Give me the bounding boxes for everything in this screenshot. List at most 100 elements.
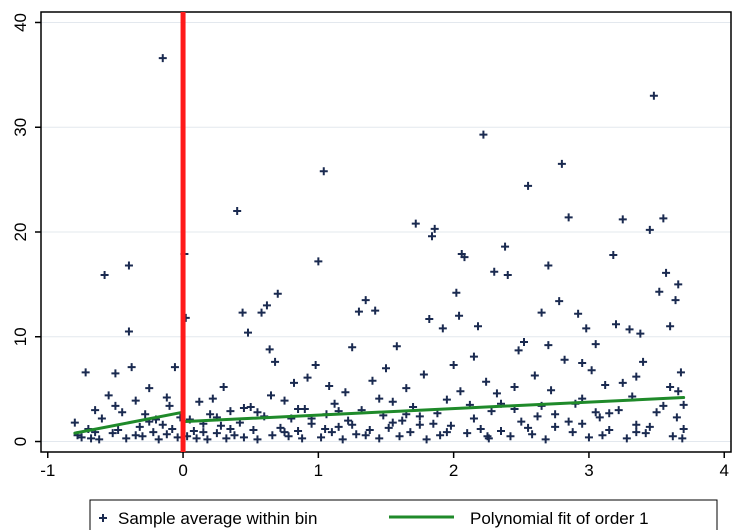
data-point [300, 405, 309, 414]
data-point [321, 424, 330, 433]
data-point [388, 418, 397, 427]
data-point [145, 384, 154, 393]
data-point [344, 416, 353, 425]
data-point [632, 428, 641, 437]
data-point [361, 431, 370, 440]
data-point [294, 405, 303, 414]
data-point [645, 225, 654, 234]
data-point [165, 401, 174, 410]
x-axis: -1 0 1 2 3 4 [40, 452, 729, 480]
data-point [415, 420, 424, 429]
data-point [425, 314, 434, 323]
data-point [253, 435, 262, 444]
data-point [118, 408, 127, 417]
data-point [265, 345, 274, 354]
data-point [239, 433, 248, 442]
data-point [517, 417, 526, 426]
data-point [100, 270, 109, 279]
data-point [280, 428, 289, 437]
data-point [584, 433, 593, 442]
data-point [487, 407, 496, 416]
data-point [158, 54, 167, 63]
data-point [506, 432, 515, 441]
data-point [649, 91, 658, 100]
data-point [226, 407, 235, 416]
data-point [430, 224, 439, 233]
data-point [271, 357, 280, 366]
data-point [411, 219, 420, 228]
data-point [203, 435, 212, 444]
data-point [371, 306, 380, 315]
data-point [330, 399, 339, 408]
data-point [560, 355, 569, 364]
data-point [551, 422, 560, 431]
data-point [81, 368, 90, 377]
data-point [429, 419, 438, 428]
data-point [352, 430, 361, 439]
data-point [238, 308, 247, 317]
data-point [280, 396, 289, 405]
data-point [568, 428, 577, 437]
data-point [388, 397, 397, 406]
data-point [674, 280, 683, 289]
data-point [679, 400, 688, 409]
y-tick-label: 10 [11, 327, 30, 346]
data-point [267, 391, 275, 400]
fit-line-segment [181, 396, 686, 424]
data-point [354, 307, 363, 316]
x-tick-label: 3 [584, 461, 593, 480]
data-point [192, 434, 201, 443]
data-point [595, 413, 604, 422]
data-point [564, 213, 573, 222]
data-point [317, 433, 326, 442]
data-point [249, 426, 258, 434]
data-point [578, 358, 587, 367]
data-point [609, 251, 618, 260]
y-tick-label: 30 [11, 118, 30, 137]
gridlines [41, 21, 731, 443]
data-point [239, 404, 248, 412]
data-point [541, 435, 550, 444]
data-point [257, 308, 266, 317]
data-point [95, 435, 104, 444]
data-point [676, 368, 685, 377]
data-point [483, 432, 492, 441]
data-point [382, 364, 390, 373]
data-point [666, 322, 675, 331]
data-point [474, 322, 482, 331]
data-point [334, 422, 343, 431]
data-point [476, 424, 485, 433]
data-point [341, 388, 350, 397]
data-point [361, 296, 370, 305]
data-point [659, 401, 668, 410]
data-point [226, 424, 235, 433]
fit-lines [73, 396, 686, 435]
data-point [551, 410, 560, 419]
data-point [622, 434, 631, 443]
data-point [460, 253, 469, 262]
data-point [524, 423, 533, 432]
data-point [668, 432, 677, 441]
data-point [574, 309, 583, 318]
data-point [141, 410, 150, 419]
data-point [199, 428, 208, 437]
data-point [122, 434, 131, 443]
data-point [632, 372, 641, 381]
data-point [436, 431, 445, 440]
data-point [124, 261, 133, 270]
data-point [564, 417, 573, 426]
data-point [641, 429, 650, 438]
y-tick-label: 40 [11, 13, 30, 32]
data-point [244, 328, 252, 337]
y-tick-label: 20 [11, 223, 30, 242]
data-point [666, 383, 675, 392]
data-point [422, 435, 431, 444]
data-point [398, 416, 407, 425]
data-point [674, 387, 683, 396]
data-point [452, 288, 461, 297]
data-point [338, 435, 347, 444]
data-point [544, 341, 553, 350]
data-point [612, 320, 620, 329]
data-point [127, 363, 136, 372]
data-point [679, 424, 688, 433]
